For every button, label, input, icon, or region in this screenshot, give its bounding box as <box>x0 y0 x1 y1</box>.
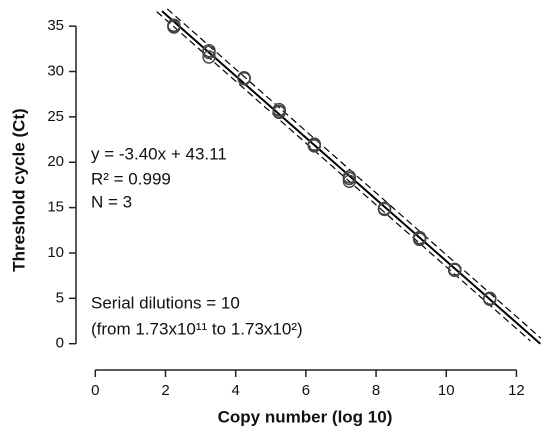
y-axis-label: Threshold cycle (Ct) <box>9 108 28 271</box>
y-tick-label: 5 <box>56 289 64 306</box>
y-tick-label: 15 <box>47 199 64 216</box>
x-tick-label: 4 <box>232 382 240 399</box>
confidence-line <box>166 8 541 339</box>
x-tick-label: 8 <box>372 382 380 399</box>
y-tick-label: 0 <box>56 335 64 352</box>
x-tick-label: 2 <box>161 382 169 399</box>
y-tick-label: 20 <box>47 153 64 170</box>
x-axis-label: Copy number (log 10) <box>218 407 393 426</box>
point <box>483 292 497 306</box>
point <box>377 202 392 217</box>
confidence-line <box>156 11 531 342</box>
x-tick-label: 0 <box>91 382 99 399</box>
fit-line <box>161 10 541 345</box>
point <box>202 45 216 60</box>
point <box>307 138 321 152</box>
x-tick-label: 6 <box>302 382 310 399</box>
annotation: y = -3.40x + 43.11 <box>91 144 227 163</box>
point <box>412 232 427 247</box>
y-tick-label: 35 <box>47 17 64 34</box>
y-tick-label: 10 <box>47 244 64 261</box>
y-tick-label: 25 <box>47 108 64 125</box>
annotation: N = 3 <box>91 192 132 211</box>
annotation: R² = 0.999 <box>91 169 171 188</box>
x-tick-label: 10 <box>438 382 455 399</box>
point <box>202 50 216 64</box>
plot-area <box>156 8 541 345</box>
x-tick-label: 12 <box>508 382 525 399</box>
point <box>342 174 357 188</box>
point <box>237 72 251 86</box>
y-tick-label: 30 <box>47 62 64 79</box>
point <box>447 262 462 276</box>
annotation: Serial dilutions = 10 <box>91 293 240 312</box>
point <box>167 20 181 34</box>
annotation: (from 1.73x10¹¹ to 1.73x10²) <box>91 319 303 338</box>
point <box>272 105 286 120</box>
